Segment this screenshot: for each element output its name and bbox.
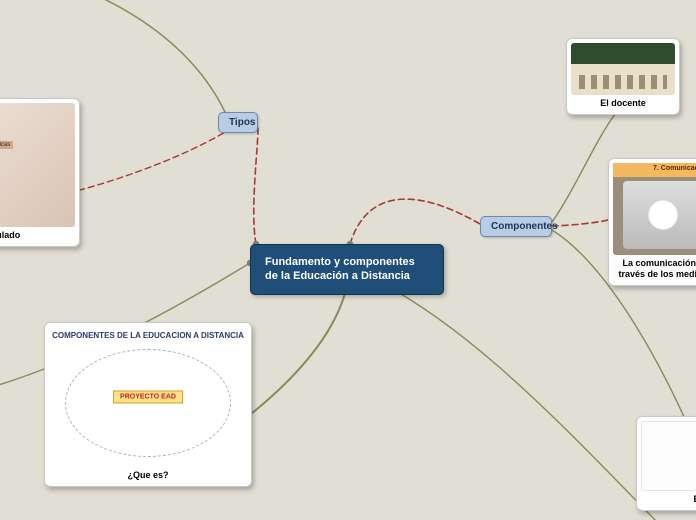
card-comunicacion-thumbnail: 7. Comunicación [613,163,696,255]
card-docente-thumbnail [571,43,675,95]
card-estructura-thumbnail [641,421,696,491]
card-que_es-thumb-title: COMPONENTES DE LA EDUCACION A DISTANCIA [49,331,247,340]
pill-componentes[interactable]: Componentes [480,216,552,237]
card-que_es-thumb-center: PROYECTO EAD [113,391,183,404]
card-que_es-thumbnail: COMPONENTES DE LA EDUCACION A DISTANCIA P… [49,327,247,467]
card-que_es[interactable]: COMPONENTES DE LA EDUCACION A DISTANCIA P… [44,322,252,487]
card-simulado-thumb-row-2: Solución de Guías Didácticas [0,141,13,149]
card-docente-caption: El docente [571,95,675,110]
card-simulado[interactable]: ico Simulado• AprendizajeElaboración de … [0,98,80,247]
card-estructura-caption: Estructura [641,491,696,506]
card-docente[interactable]: El docente [566,38,680,115]
card-comunicacion[interactable]: 7. Comunicación La comunicación a través … [608,158,696,286]
card-comunicacion-banner: 7. Comunicación [613,163,696,177]
card-estructura[interactable]: Estructura [636,416,696,511]
card-que_es-caption: ¿Que es? [49,467,247,482]
card-simulado-caption: Simulado [0,227,75,242]
pill-tipos[interactable]: Tipos [218,112,258,133]
card-comunicacion-caption: La comunicación a través de los medios [613,255,696,281]
mindmap-canvas[interactable]: Fundamento y componentes de la Educación… [0,0,696,520]
card-simulado-thumbnail: ico Simulado• AprendizajeElaboración de … [0,103,75,227]
center-node[interactable]: Fundamento y componentes de la Educación… [250,244,444,295]
